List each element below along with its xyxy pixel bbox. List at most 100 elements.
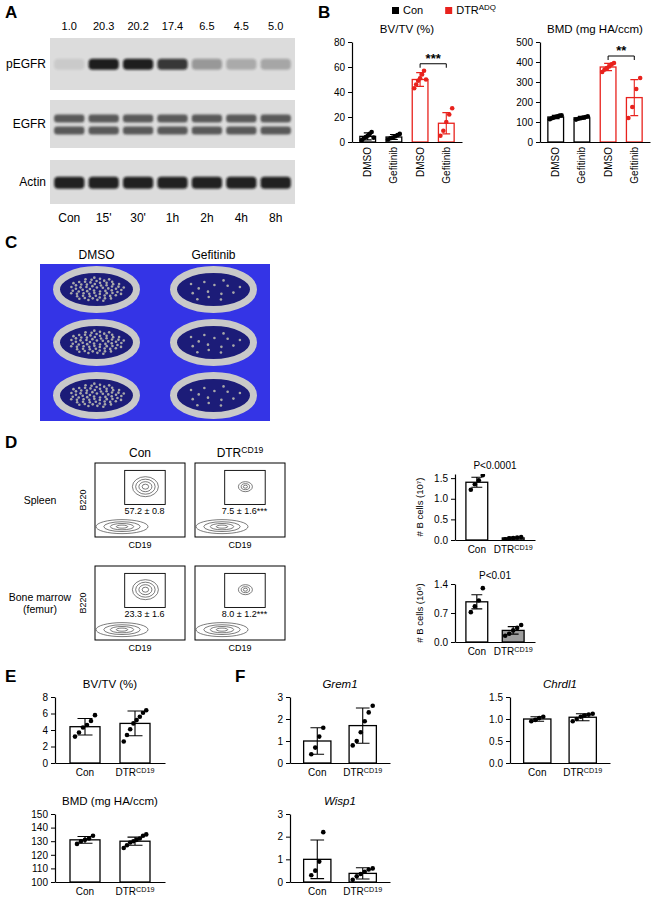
trabecula [99, 290, 102, 293]
y-tick: 1 [277, 854, 290, 865]
trabecula [102, 339, 105, 342]
data-point [350, 877, 355, 882]
y-tick-label: 0.0 [434, 637, 448, 648]
y-axis: 020406080 [334, 37, 353, 148]
trabecula [207, 343, 210, 346]
y-tick-mark [506, 741, 510, 742]
trabecula [91, 297, 94, 300]
trabecula [93, 342, 96, 345]
y-tick-mark [51, 730, 55, 731]
y-axis-line [540, 43, 541, 143]
trabecula [102, 352, 105, 355]
bar [524, 719, 551, 763]
y-axis: 0123 [277, 809, 290, 888]
y-tick-label: 2 [277, 714, 283, 725]
trabecula [95, 333, 98, 336]
trabecula [82, 345, 85, 348]
y-tick-label: 0 [42, 758, 48, 769]
x-tick: DMSO [362, 147, 373, 177]
x-tick: DMSO [550, 147, 561, 177]
trabecula [83, 297, 86, 300]
y-tick: 2 [277, 714, 290, 725]
y-tick-label: 0 [277, 877, 283, 888]
data-point [481, 586, 486, 591]
x-axis-line [353, 142, 463, 143]
trabecula [71, 342, 74, 345]
y-tick: 60 [334, 62, 352, 73]
gate [225, 573, 266, 607]
trabecula [226, 337, 229, 340]
data-point [441, 128, 446, 133]
plot-frame [195, 566, 285, 640]
data-point [85, 723, 90, 728]
x-tick-label: DTRCD19 [116, 766, 155, 778]
data-point [481, 474, 486, 478]
trabecula [83, 350, 86, 353]
data-point [477, 598, 482, 603]
y-tick: 4 [42, 725, 55, 736]
y-tick-mark [51, 882, 55, 883]
y-tick-label: 100 [31, 877, 48, 888]
trabecula [85, 392, 88, 395]
y-tick-mark [286, 814, 290, 815]
y-tick: 0.7 [434, 608, 455, 619]
trabecula [207, 349, 210, 352]
label-sup: CD19 [136, 766, 154, 775]
label-sup: CD19 [514, 543, 532, 552]
contour [104, 625, 140, 635]
trabecula [104, 297, 107, 300]
trabecula [71, 289, 74, 292]
y-tick-mark [286, 859, 290, 860]
band [54, 59, 84, 70]
significance-label: *** [426, 51, 442, 66]
trabecula [107, 393, 110, 396]
y-tick-label: 200 [516, 97, 533, 108]
bar [412, 80, 428, 143]
trabecula [115, 341, 118, 344]
y-tick: 1.0 [434, 493, 455, 504]
trabecula [105, 398, 108, 401]
contour [142, 484, 149, 489]
trabecula [115, 288, 118, 291]
x-tick-label: Gefitinib [441, 147, 452, 184]
trabecula [99, 278, 102, 281]
trabecula [105, 390, 108, 393]
trabecula [84, 333, 87, 336]
trabecula [70, 398, 73, 401]
trabecula [78, 404, 81, 407]
trabecula [93, 329, 96, 332]
bone-section [57, 376, 137, 416]
data-label: 1.0 [62, 20, 77, 32]
y-tick: 0 [277, 877, 290, 888]
trabecula [78, 351, 81, 354]
data-label: 5.0 [268, 20, 283, 32]
y-tick-mark [348, 92, 352, 93]
trabecula [108, 384, 111, 387]
subplot-title: BMD (mg HA/ccm) [62, 795, 158, 807]
trabecula [99, 282, 102, 285]
legend-marker [392, 7, 399, 14]
trabecula [220, 293, 223, 296]
trabecula [196, 404, 199, 407]
x-tick: DTRCD19 [343, 885, 382, 897]
contour [104, 522, 140, 532]
y-tick: 0 [42, 758, 55, 769]
trabecula [76, 398, 79, 401]
trabecula [98, 349, 101, 352]
trabecula [96, 392, 99, 395]
trabecula [207, 402, 210, 405]
data-point [128, 727, 133, 732]
y-tick-label: 0 [527, 137, 533, 148]
y-axis-line [55, 698, 56, 764]
subplot-title: BMD (mg HA/ccm) [547, 23, 643, 35]
y-tick-mark [451, 584, 455, 585]
y-tick-label: 3 [277, 809, 283, 820]
significance-label: ** [616, 43, 627, 58]
x-tick-label: DTRCD19 [494, 645, 533, 657]
trabecula [78, 281, 81, 284]
trabecula [190, 336, 193, 339]
data-point [397, 132, 402, 137]
bar [574, 118, 590, 142]
axis-title: # B cells (10⁶) [414, 583, 425, 642]
y-tick: 40 [334, 87, 352, 98]
